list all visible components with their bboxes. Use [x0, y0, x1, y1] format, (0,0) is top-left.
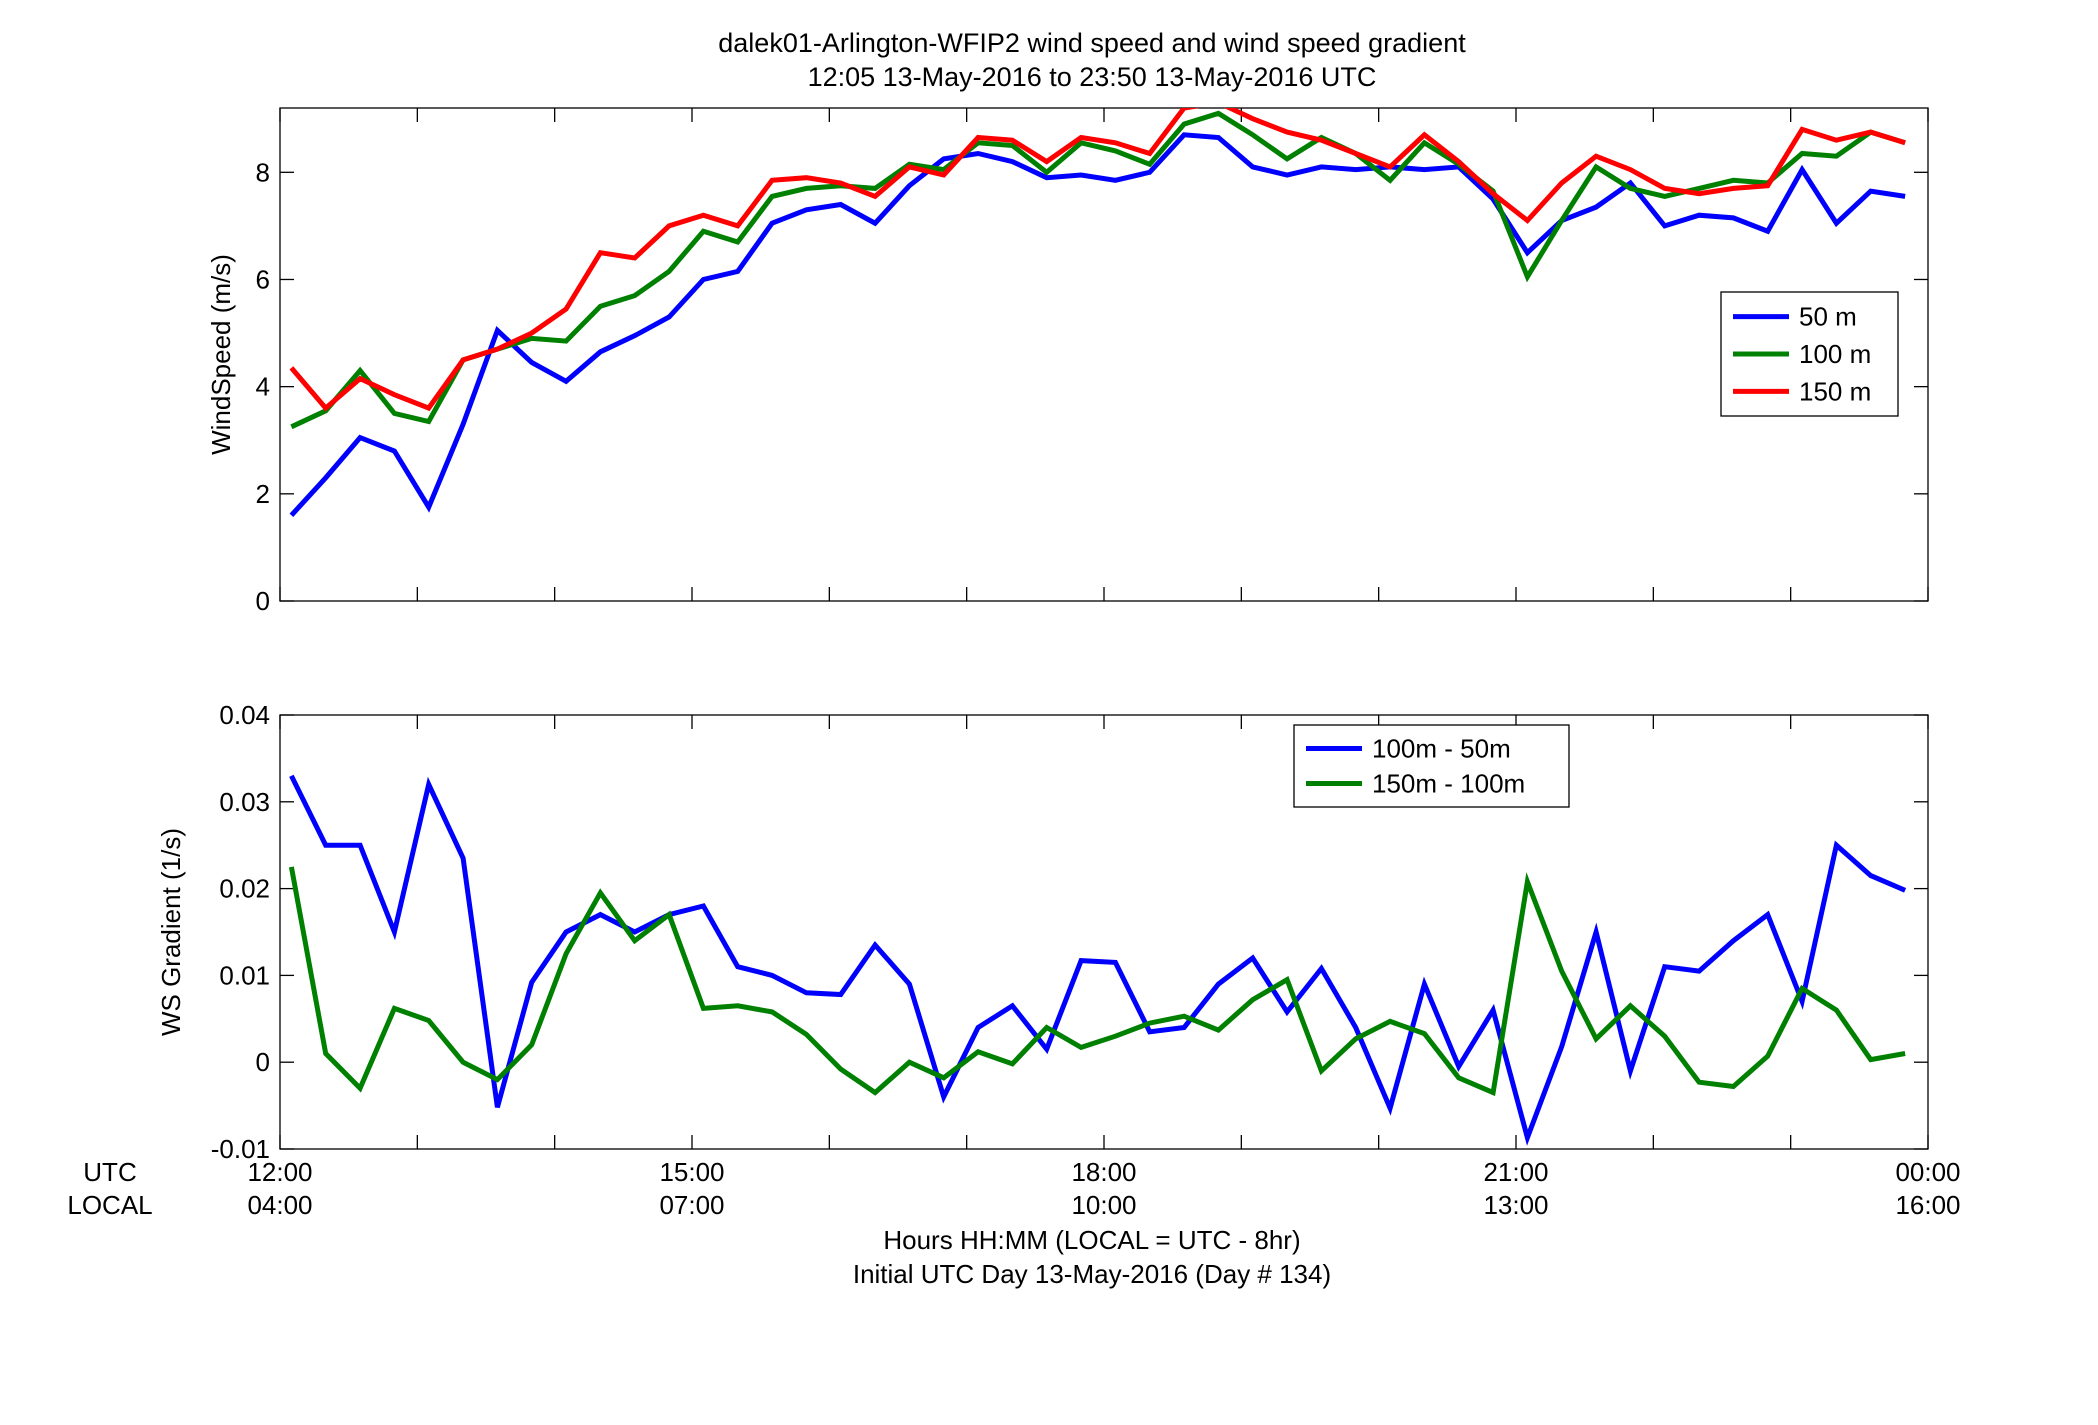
x-axis-label-line-1: Hours HH:MM (LOCAL = UTC - 8hr) [883, 1225, 1300, 1255]
legend-box-1 [1293, 724, 1570, 808]
legend-entry-1-1: 150m - 100m [1372, 769, 1525, 799]
y-tick-label-1-2: 0.01 [219, 960, 270, 990]
legend-1: 100m - 50m 150m - 100m [1293, 724, 1570, 808]
figure-title-line-1: dalek01-Arlington-WFIP2 wind speed and w… [718, 28, 1466, 58]
legend-entry-1-0: 100m - 50m [1372, 734, 1511, 764]
legend-entry-0-0: 50 m [1799, 302, 1857, 332]
y-axis-label-1: WS Gradient (1/s) [156, 828, 186, 1036]
x-axis-label-line-2: Initial UTC Day 13-May-2016 (Day # 134) [853, 1259, 1331, 1289]
local-row-label: LOCAL [67, 1190, 152, 1220]
figure-title-line-2: 12:05 13-May-2016 to 23:50 13-May-2016 U… [808, 62, 1377, 92]
windspeed-panel: 0 2 4 6 8 WindSpeed (m/s) 50 m 100 m 150 m [206, 107, 1929, 616]
y-tick-label-0-0: 0 [256, 586, 270, 616]
x-tick-label-utc-1: 15:00 [659, 1157, 724, 1187]
y-tick-label-0-2: 4 [256, 372, 270, 402]
legend-0: 50 m 100 m 150 m [1720, 291, 1899, 417]
x-tick-label-local-4: 16:00 [1895, 1190, 1960, 1220]
y-tick-label-1-0: -0.01 [211, 1134, 270, 1164]
y-tick-label-0-4: 8 [256, 157, 270, 187]
x-tick-label-local-3: 13:00 [1483, 1190, 1548, 1220]
x-tick-label-utc-4: 00:00 [1895, 1157, 1960, 1187]
y-tick-label-0-3: 6 [256, 264, 270, 294]
y-tick-label-1-4: 0.03 [219, 787, 270, 817]
y-tick-label-0-1: 2 [256, 479, 270, 509]
y-axis-label-0: WindSpeed (m/s) [206, 254, 236, 455]
legend-entry-0-1: 100 m [1799, 339, 1871, 369]
y-tick-label-1-3: 0.02 [219, 874, 270, 904]
legend-entry-0-2: 150 m [1799, 376, 1871, 406]
y-tick-label-1-5: 0.04 [219, 700, 270, 730]
utc-row-label: UTC [83, 1157, 136, 1187]
x-tick-label-utc-2: 18:00 [1071, 1157, 1136, 1187]
series-line-1-0 [289, 774, 1907, 1146]
gradient-panel: -0.01 0 0.01 0.02 0.03 0.04 WS Gradient (1/s) 1… [156, 700, 1929, 1164]
x-tick-label-utc-0: 12:00 [247, 1157, 312, 1187]
y-tick-label-1-1: 0 [256, 1047, 270, 1077]
x-tick-label-utc-3: 21:00 [1483, 1157, 1548, 1187]
series-line-1-1 [288, 866, 1906, 1097]
x-tick-label-local-1: 07:00 [659, 1190, 724, 1220]
x-tick-label-local-2: 10:00 [1071, 1190, 1136, 1220]
x-tick-label-local-0: 04:00 [247, 1190, 312, 1220]
series-line-0-1 [290, 110, 1906, 430]
series-line-0-2 [289, 108, 1906, 412]
